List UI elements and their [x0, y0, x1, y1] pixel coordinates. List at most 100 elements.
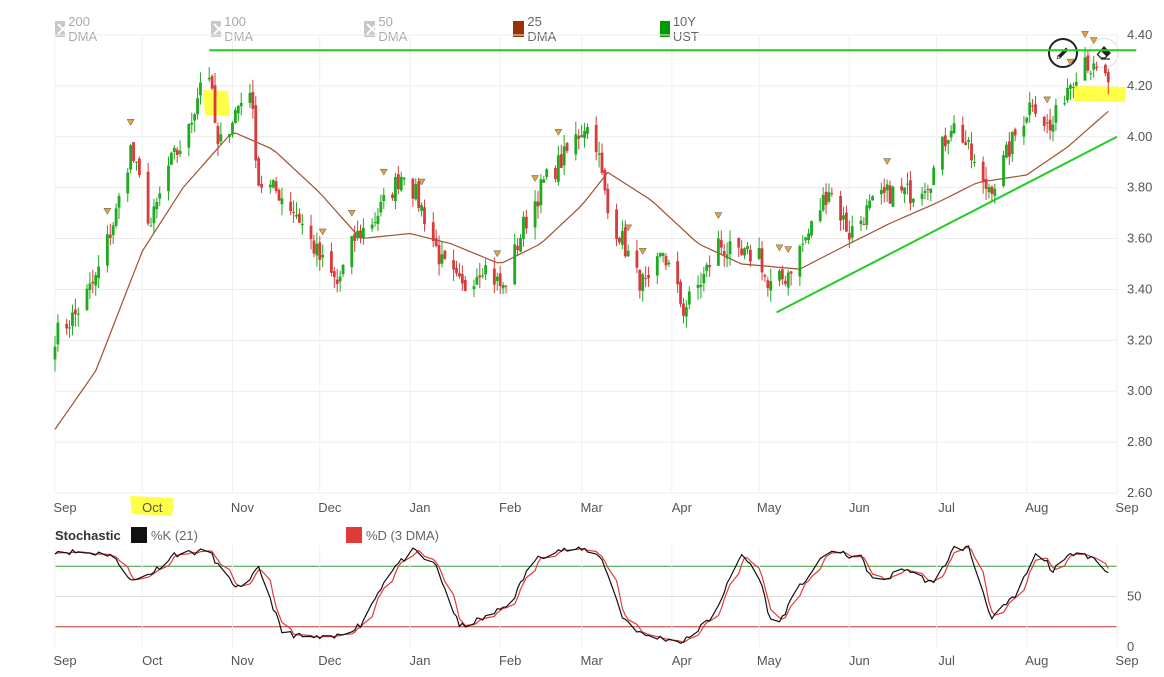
candle-body	[859, 220, 863, 225]
candle	[516, 238, 520, 256]
candle-body	[1083, 57, 1087, 81]
candle-body	[56, 322, 60, 345]
x-tick-label: May	[757, 500, 782, 515]
candle-body	[1022, 125, 1026, 137]
candle-body	[783, 280, 787, 284]
candle-body	[763, 275, 767, 277]
y-tick-label: 3.00	[1127, 383, 1152, 398]
candle-body	[658, 252, 662, 257]
legend-item-k[interactable]: %K (21)	[131, 527, 198, 543]
candle-body	[356, 230, 359, 239]
candle-body	[1071, 87, 1075, 89]
candle-body	[254, 105, 258, 161]
candle	[1007, 132, 1011, 165]
candle-body	[1010, 132, 1014, 155]
candle	[1069, 83, 1072, 100]
candle	[260, 175, 263, 194]
legend-item-d[interactable]: %D (3 DMA)	[346, 527, 439, 543]
candle	[88, 272, 92, 299]
candle	[906, 172, 909, 195]
candle-body	[1042, 116, 1046, 126]
candle	[577, 129, 581, 150]
candle-body	[618, 237, 621, 243]
candle	[990, 185, 994, 202]
candle	[236, 104, 240, 122]
candle-body	[353, 233, 357, 241]
erase-button[interactable]	[1089, 38, 1119, 68]
candle	[827, 183, 831, 204]
candle	[443, 250, 447, 261]
candle-body	[463, 280, 467, 291]
candle	[580, 125, 584, 138]
candle-body	[277, 189, 281, 201]
draw-button[interactable]	[1048, 38, 1078, 68]
candle-body	[539, 179, 543, 206]
candle	[539, 174, 543, 214]
legend-item-100dma[interactable]: 100 DMA	[211, 14, 259, 44]
candle-body	[946, 140, 950, 144]
candle-body	[600, 152, 604, 173]
candle-body	[911, 198, 915, 203]
candle	[257, 156, 261, 187]
legend-item-50dma[interactable]: 50 DMA	[364, 14, 412, 44]
candle-body	[414, 183, 418, 200]
candle	[667, 259, 671, 268]
candle-body	[396, 174, 400, 190]
legend-item-200dma[interactable]: 200 DMA	[55, 14, 103, 44]
x-tick-label: Nov	[231, 500, 255, 515]
x-axis-labels: Sep Oct Nov Dec Jan Feb Mar Apr May Jun Jul Aug Sep	[53, 500, 1138, 515]
candle-body	[271, 180, 275, 188]
candle-body	[455, 267, 458, 274]
candle	[943, 127, 947, 152]
candle	[152, 198, 156, 233]
candle	[885, 179, 889, 202]
signal-marker	[318, 228, 327, 236]
candle-body	[1048, 119, 1052, 131]
candle-body	[1007, 141, 1011, 157]
candle-body	[847, 232, 851, 240]
candle	[370, 218, 374, 232]
candle	[725, 242, 729, 268]
candle	[155, 197, 159, 219]
candle	[757, 237, 761, 260]
candle	[146, 162, 150, 226]
candle-body	[443, 250, 447, 259]
candle	[318, 236, 322, 271]
candle-body	[492, 268, 496, 285]
candle	[699, 272, 703, 299]
candle	[207, 66, 211, 82]
candle	[315, 232, 319, 267]
candle	[740, 239, 744, 256]
candle-body	[228, 134, 231, 137]
legend-item-25dma[interactable]: 25 DMA	[513, 14, 561, 44]
candle-body	[1054, 105, 1058, 123]
candle-body	[167, 165, 170, 192]
legend-item-10y-ust[interactable]: 10Y UST	[660, 14, 705, 44]
candle	[417, 177, 421, 212]
candle	[196, 87, 199, 120]
candle	[888, 180, 892, 205]
candle	[970, 132, 973, 169]
candle-body	[804, 237, 808, 241]
candle-body	[475, 277, 479, 285]
candle-body	[411, 178, 415, 199]
candle	[676, 251, 680, 293]
candle-body	[1095, 67, 1099, 69]
candle-body	[842, 215, 845, 220]
x-tick-label: May	[757, 653, 782, 668]
candle	[1034, 96, 1037, 118]
candle-body	[135, 161, 138, 163]
candle-body	[827, 192, 831, 202]
candle	[312, 234, 316, 258]
candle-body	[111, 225, 115, 236]
candle	[396, 165, 400, 195]
candle-body	[871, 196, 874, 201]
candle	[475, 268, 479, 286]
candle	[68, 320, 71, 338]
candle-body	[236, 106, 240, 114]
candle-body	[298, 213, 301, 223]
legend-label: %K (21)	[151, 527, 198, 543]
candle	[830, 187, 834, 197]
candle	[522, 211, 525, 247]
candle-body	[1074, 81, 1078, 86]
